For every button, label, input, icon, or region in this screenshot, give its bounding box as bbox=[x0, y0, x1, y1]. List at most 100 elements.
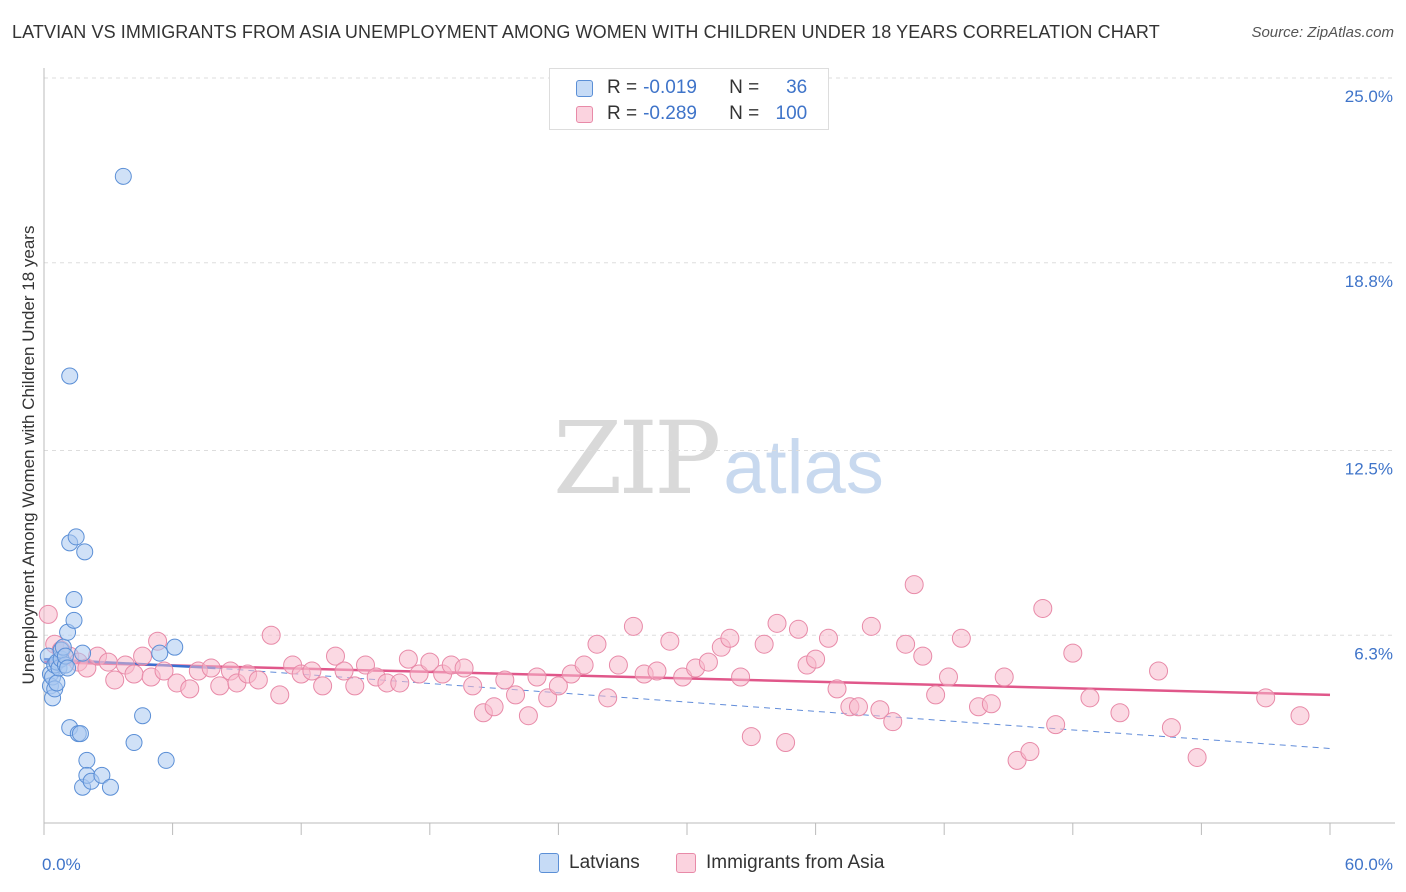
data-point-asia bbox=[325, 646, 345, 666]
data-point-asia bbox=[463, 676, 483, 696]
data-point-asia bbox=[124, 664, 144, 684]
data-point-asia bbox=[731, 667, 751, 687]
data-point-latvians bbox=[65, 611, 83, 629]
legend-n-label: N = bbox=[729, 77, 760, 98]
asia-swatch bbox=[576, 105, 593, 123]
source-credit: Source: ZipAtlas.com bbox=[1251, 24, 1394, 41]
watermark-atlas: atlas bbox=[723, 425, 884, 510]
legend-item-latvians[interactable]: Latvians bbox=[539, 852, 640, 874]
data-point-asia bbox=[883, 712, 903, 732]
latvians-swatch bbox=[576, 79, 593, 97]
data-point-asia bbox=[827, 679, 847, 699]
data-point-asia bbox=[870, 700, 890, 720]
data-point-asia bbox=[994, 667, 1014, 687]
data-point-asia bbox=[98, 652, 118, 672]
data-point-asia bbox=[587, 634, 607, 654]
data-point-asia bbox=[345, 676, 365, 696]
data-point-asia bbox=[420, 652, 440, 672]
data-point-asia bbox=[1046, 715, 1066, 735]
data-point-asia bbox=[548, 676, 568, 696]
watermark: ZIPatlas bbox=[553, 400, 884, 517]
data-point-asia bbox=[538, 688, 558, 708]
data-point-latvians bbox=[74, 644, 92, 662]
data-point-asia bbox=[848, 697, 868, 717]
legend-r-value: -0.019 bbox=[643, 77, 697, 98]
y-tick-label: 25.0% bbox=[1345, 87, 1393, 106]
data-point-latvians bbox=[125, 734, 143, 752]
data-point-asia bbox=[938, 667, 958, 687]
data-point-asia bbox=[1256, 688, 1276, 708]
data-point-asia bbox=[154, 661, 174, 681]
latvians-swatch bbox=[539, 853, 559, 873]
data-point-latvians bbox=[65, 591, 83, 608]
data-point-asia bbox=[1033, 598, 1053, 618]
x-tick-label: 0.0% bbox=[42, 855, 81, 874]
legend-row-latvians: R = -0.019 N = 36 bbox=[576, 76, 807, 100]
data-point-asia bbox=[506, 685, 526, 705]
data-point-asia bbox=[302, 661, 322, 681]
data-point-asia bbox=[527, 667, 547, 687]
data-point-asia bbox=[1161, 718, 1181, 738]
data-point-asia bbox=[390, 673, 410, 693]
data-point-asia bbox=[776, 733, 796, 753]
data-point-latvians bbox=[78, 751, 96, 769]
data-point-latvians bbox=[67, 528, 85, 546]
data-point-asia bbox=[861, 616, 881, 636]
data-point-asia bbox=[38, 604, 58, 624]
data-point-asia bbox=[896, 634, 916, 654]
data-point-asia bbox=[180, 679, 200, 699]
legend-n-value: 36 bbox=[786, 77, 808, 98]
data-point-asia bbox=[210, 676, 230, 696]
legend-item-asia[interactable]: Immigrants from Asia bbox=[676, 852, 884, 874]
data-point-asia bbox=[598, 688, 618, 708]
data-point-latvians bbox=[151, 644, 169, 662]
data-point-asia bbox=[608, 655, 628, 675]
data-point-asia bbox=[261, 625, 281, 645]
legend-label-latvians: Latvians bbox=[569, 852, 640, 873]
data-point-asia bbox=[1149, 661, 1169, 681]
legend-r-label: R = bbox=[607, 103, 638, 124]
data-point-asia bbox=[398, 649, 418, 669]
data-points bbox=[38, 167, 1310, 796]
correlation-legend: R = -0.019 N = 36 R = -0.289 N = 100 bbox=[549, 68, 829, 130]
data-point-asia bbox=[313, 676, 333, 696]
data-point-asia bbox=[818, 628, 838, 648]
data-point-asia bbox=[741, 727, 761, 747]
data-point-asia bbox=[1063, 643, 1083, 663]
data-point-latvians bbox=[166, 638, 184, 656]
data-point-asia bbox=[904, 575, 924, 595]
data-point-latvians bbox=[157, 751, 175, 769]
data-point-asia bbox=[951, 628, 971, 648]
data-point-asia bbox=[248, 670, 268, 690]
data-point-asia bbox=[356, 655, 375, 675]
data-point-latvians bbox=[114, 167, 132, 185]
data-point-latvians bbox=[71, 725, 89, 743]
legend-label-asia: Immigrants from Asia bbox=[706, 852, 885, 873]
asia-swatch bbox=[676, 853, 696, 873]
data-point-asia bbox=[754, 634, 774, 654]
data-point-asia bbox=[518, 706, 538, 726]
data-point-asia bbox=[133, 646, 153, 666]
legend-n-value: 100 bbox=[775, 103, 808, 124]
data-point-latvians bbox=[61, 367, 79, 385]
data-point-asia bbox=[660, 631, 680, 651]
data-point-asia bbox=[926, 685, 946, 705]
y-tick-label: 12.5% bbox=[1345, 460, 1393, 479]
data-point-latvians bbox=[101, 778, 119, 796]
data-point-latvians bbox=[48, 674, 66, 692]
x-tick-label: 60.0% bbox=[1345, 855, 1393, 874]
chart-title: LATVIAN VS IMMIGRANTS FROM ASIA UNEMPLOY… bbox=[12, 22, 1160, 42]
legend-r-label: R = bbox=[607, 77, 638, 98]
y-tick-label: 6.3% bbox=[1354, 644, 1393, 663]
data-point-asia bbox=[201, 658, 221, 678]
y-tick-label: 18.8% bbox=[1345, 272, 1393, 291]
axes bbox=[43, 68, 1395, 835]
data-point-asia bbox=[409, 664, 429, 684]
data-point-latvians bbox=[134, 707, 152, 725]
series-legend: Latvians Immigrants from Asia bbox=[0, 852, 1406, 876]
tick-labels: 6.3% 12.5% 18.8% 25.0% 0.0% 60.0% bbox=[42, 87, 1393, 874]
data-point-asia bbox=[574, 655, 594, 675]
data-point-asia bbox=[484, 697, 504, 717]
gridlines bbox=[44, 77, 1395, 636]
